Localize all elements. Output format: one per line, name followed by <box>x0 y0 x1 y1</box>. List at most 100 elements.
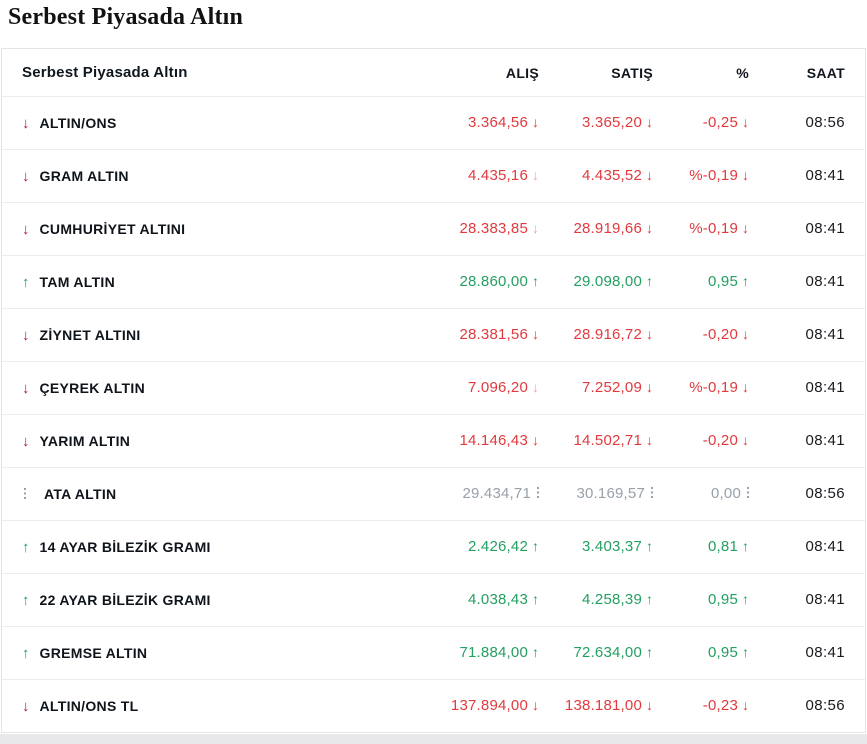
table-row[interactable]: ↓ YARIM ALTIN 14.146,43 ↓ 14.502,71 ↓ -0,2… <box>2 414 865 467</box>
neutral-indicator-icon <box>24 487 26 501</box>
trend-down-icon: ↓ <box>646 167 653 183</box>
update-time: 08:41 <box>805 432 845 449</box>
trend-up-icon: ↑ <box>22 273 30 291</box>
trend-down-icon: ↓ <box>742 697 749 713</box>
sell-cell: 7.252,09 ↓ <box>539 379 653 397</box>
trend-down-icon: ↓ <box>532 114 539 130</box>
buy-value: 29.434,71 <box>462 485 531 502</box>
update-time: 08:56 <box>805 697 845 714</box>
sell-cell: 30.169,57 <box>539 485 653 503</box>
time-cell: 08:41 <box>749 273 845 291</box>
change-percent: -0,23 <box>702 697 738 714</box>
buy-cell: 28.383,85 ↓ <box>389 220 539 238</box>
trend-down-icon: ↓ <box>22 167 30 185</box>
trend-down-icon: ↓ <box>22 220 30 238</box>
buy-value: 28.383,85 <box>459 220 528 237</box>
buy-value: 137.894,00 <box>450 697 528 714</box>
change-percent: %-0,19 <box>689 167 738 184</box>
change-cell: %-0,19 ↓ <box>653 167 749 185</box>
table-row[interactable]: ↓ ÇEYREK ALTIN 7.096,20 ↓ 7.252,09 ↓ %-0,1… <box>2 361 865 414</box>
buy-value: 2.426,42 <box>468 538 528 555</box>
sell-value: 7.252,09 <box>582 379 642 396</box>
buy-value: 3.364,56 <box>468 114 528 131</box>
buy-value: 4.435,16 <box>468 167 528 184</box>
change-cell: 0,00 <box>653 485 749 503</box>
buy-value: 4.038,43 <box>468 591 528 608</box>
trend-down-icon: ↓ <box>742 326 749 342</box>
buy-cell: 2.426,42 ↑ <box>389 538 539 556</box>
sell-value: 4.258,39 <box>582 591 642 608</box>
instrument-name: GRAM ALTIN <box>39 168 129 184</box>
change-cell: -0,20 ↓ <box>653 432 749 450</box>
time-cell: 08:41 <box>749 379 845 397</box>
table-row[interactable]: ↓ ALTIN/ONS 3.364,56 ↓ 3.365,20 ↓ -0,25 ↓ 0… <box>2 96 865 149</box>
instrument-cell: ↓ CUMHURİYET ALTINI <box>22 221 389 238</box>
trend-down-icon: ↓ <box>532 379 539 395</box>
sell-cell: 28.916,72 ↓ <box>539 326 653 344</box>
table-row[interactable]: ↑ GREMSE ALTIN 71.884,00 ↑ 72.634,00 ↑ 0,9… <box>2 626 865 679</box>
sell-value: 3.365,20 <box>582 114 642 131</box>
instrument-cell: ↑ TAM ALTIN <box>22 274 389 291</box>
buy-value: 14.146,43 <box>459 432 528 449</box>
change-cell: 0,81 ↑ <box>653 538 749 556</box>
buy-cell: 4.435,16 ↓ <box>389 167 539 185</box>
table-row[interactable]: ATA ALTIN 29.434,71 30.169,57 0,00 08:56 <box>2 467 865 520</box>
trend-up-icon: ↑ <box>742 538 749 554</box>
buy-cell: 71.884,00 ↑ <box>389 644 539 662</box>
change-cell: %-0,19 ↓ <box>653 379 749 397</box>
table-row[interactable]: ↓ ALTIN/ONS TL 137.894,00 ↓ 138.181,00 ↓ -… <box>2 679 865 732</box>
column-header-sell: SATIŞ <box>611 64 653 81</box>
time-cell: 08:41 <box>749 644 845 662</box>
table-row[interactable]: ↑ 22 AYAR BİLEZİK GRAMI 4.038,43 ↑ 4.258,… <box>2 573 865 626</box>
update-time: 08:41 <box>805 273 845 290</box>
change-percent: 0,95 <box>708 273 738 290</box>
page-title: Serbest Piyasada Altın <box>8 4 244 30</box>
change-percent: %-0,19 <box>689 220 738 237</box>
instrument-cell: ↑ 14 AYAR BİLEZİK GRAMI <box>22 539 389 556</box>
trend-down-icon: ↓ <box>742 114 749 130</box>
buy-cell: 14.146,43 ↓ <box>389 432 539 450</box>
trend-up-icon: ↑ <box>532 538 539 554</box>
sell-cell: 29.098,00 ↑ <box>539 273 653 291</box>
instrument-name: 22 AYAR BİLEZİK GRAMI <box>39 592 211 608</box>
update-time: 08:56 <box>805 485 845 502</box>
time-cell: 08:56 <box>749 697 845 715</box>
trend-up-icon: ↑ <box>22 591 30 609</box>
neutral-indicator-icon <box>537 487 539 500</box>
sell-value: 72.634,00 <box>573 644 642 661</box>
update-time: 08:41 <box>805 644 845 661</box>
time-cell: 08:41 <box>749 167 845 185</box>
buy-value: 28.860,00 <box>459 273 528 290</box>
change-cell: -0,25 ↓ <box>653 114 749 132</box>
instrument-cell: ↓ ALTIN/ONS TL <box>22 698 389 715</box>
table-row[interactable]: ↑ 14 AYAR BİLEZİK GRAMI 2.426,42 ↑ 3.403,… <box>2 520 865 573</box>
instrument-cell: ↑ 22 AYAR BİLEZİK GRAMI <box>22 592 389 609</box>
table-row[interactable]: ↓ CUMHURİYET ALTINI 28.383,85 ↓ 28.919,66… <box>2 202 865 255</box>
neutral-indicator-icon <box>651 487 653 500</box>
time-cell: 08:41 <box>749 220 845 238</box>
trend-up-icon: ↑ <box>646 644 653 660</box>
sell-cell: 72.634,00 ↑ <box>539 644 653 662</box>
buy-cell: 3.364,56 ↓ <box>389 114 539 132</box>
sell-value: 4.435,52 <box>582 167 642 184</box>
instrument-cell: ↓ YARIM ALTIN <box>22 433 389 450</box>
update-time: 08:41 <box>805 538 845 555</box>
trend-down-icon: ↓ <box>646 326 653 342</box>
instrument-name: GREMSE ALTIN <box>39 645 148 661</box>
table-row[interactable]: ↓ ZİYNET ALTINI 28.381,56 ↓ 28.916,72 ↓ -0… <box>2 308 865 361</box>
sell-value: 29.098,00 <box>573 273 642 290</box>
buy-cell: 29.434,71 <box>389 485 539 503</box>
sell-cell: 3.365,20 ↓ <box>539 114 653 132</box>
update-time: 08:56 <box>805 114 845 131</box>
time-cell: 08:41 <box>749 326 845 344</box>
bottom-divider-strip <box>0 734 867 744</box>
table-row[interactable]: ↓ GRAM ALTIN 4.435,16 ↓ 4.435,52 ↓ %-0,19 ↓… <box>2 149 865 202</box>
buy-cell: 28.860,00 ↑ <box>389 273 539 291</box>
column-header-buy: ALIŞ <box>505 64 539 81</box>
time-cell: 08:41 <box>749 591 845 609</box>
change-cell: -0,20 ↓ <box>653 326 749 344</box>
trend-down-icon: ↓ <box>646 379 653 395</box>
trend-up-icon: ↑ <box>646 273 653 289</box>
table-row[interactable]: ↑ TAM ALTIN 28.860,00 ↑ 29.098,00 ↑ 0,95 ↑ … <box>2 255 865 308</box>
instrument-name: ZİYNET ALTINI <box>39 327 141 343</box>
